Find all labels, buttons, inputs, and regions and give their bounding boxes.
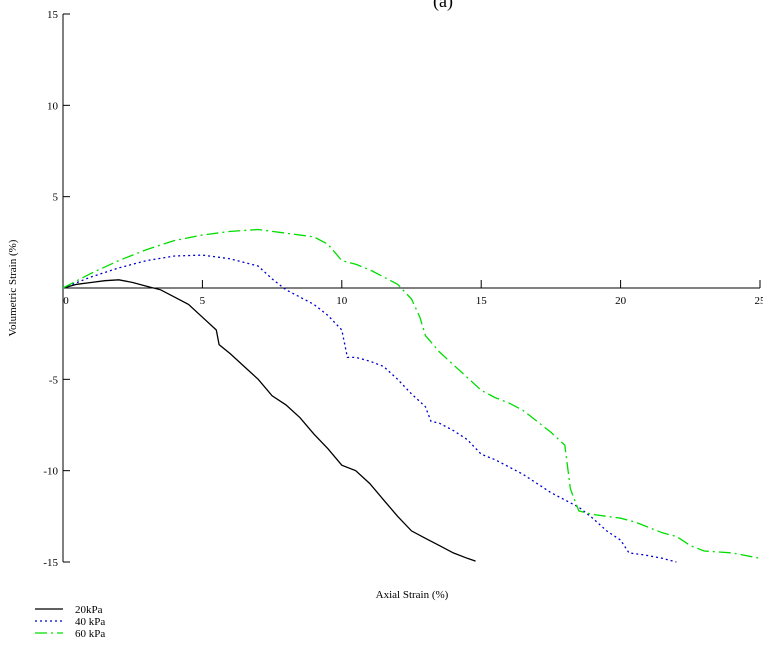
y-ticks: 15 10 5 -5 -10 -15 — [43, 9, 70, 569]
legend-label: 20kPa — [75, 604, 103, 616]
series-layer — [62, 228, 761, 563]
panel-label: (a) — [433, 0, 453, 12]
series-line-2 — [62, 254, 677, 563]
legend-label: 60 kPa — [75, 628, 105, 640]
y-tick-label: -15 — [43, 557, 58, 569]
x-tick-label: 10 — [336, 295, 348, 307]
y-tick-label: -10 — [43, 466, 58, 478]
y-tick-label: -5 — [49, 374, 59, 386]
y-tick-label: 5 — [53, 192, 59, 204]
y-tick-label: 10 — [47, 100, 59, 112]
axes — [62, 14, 760, 562]
y-tick-label: 15 — [47, 9, 59, 21]
x-tick-label: 25 — [755, 295, 763, 307]
legend-label: 40 kPa — [75, 616, 105, 628]
x-ticks: 0 5 10 15 20 25 — [62, 280, 763, 307]
x-axis-title: Axial Strain (%) — [376, 589, 449, 601]
x-tick-label: 15 — [476, 295, 488, 307]
series-line-3 — [62, 228, 761, 559]
y-axis-title: Volumetric Strain (%) — [7, 239, 19, 336]
x-tick-label: 20 — [615, 295, 627, 307]
x-tick-label: 5 — [200, 295, 206, 307]
series-line-1 — [62, 279, 476, 562]
x-tick-label: 0 — [63, 295, 69, 307]
